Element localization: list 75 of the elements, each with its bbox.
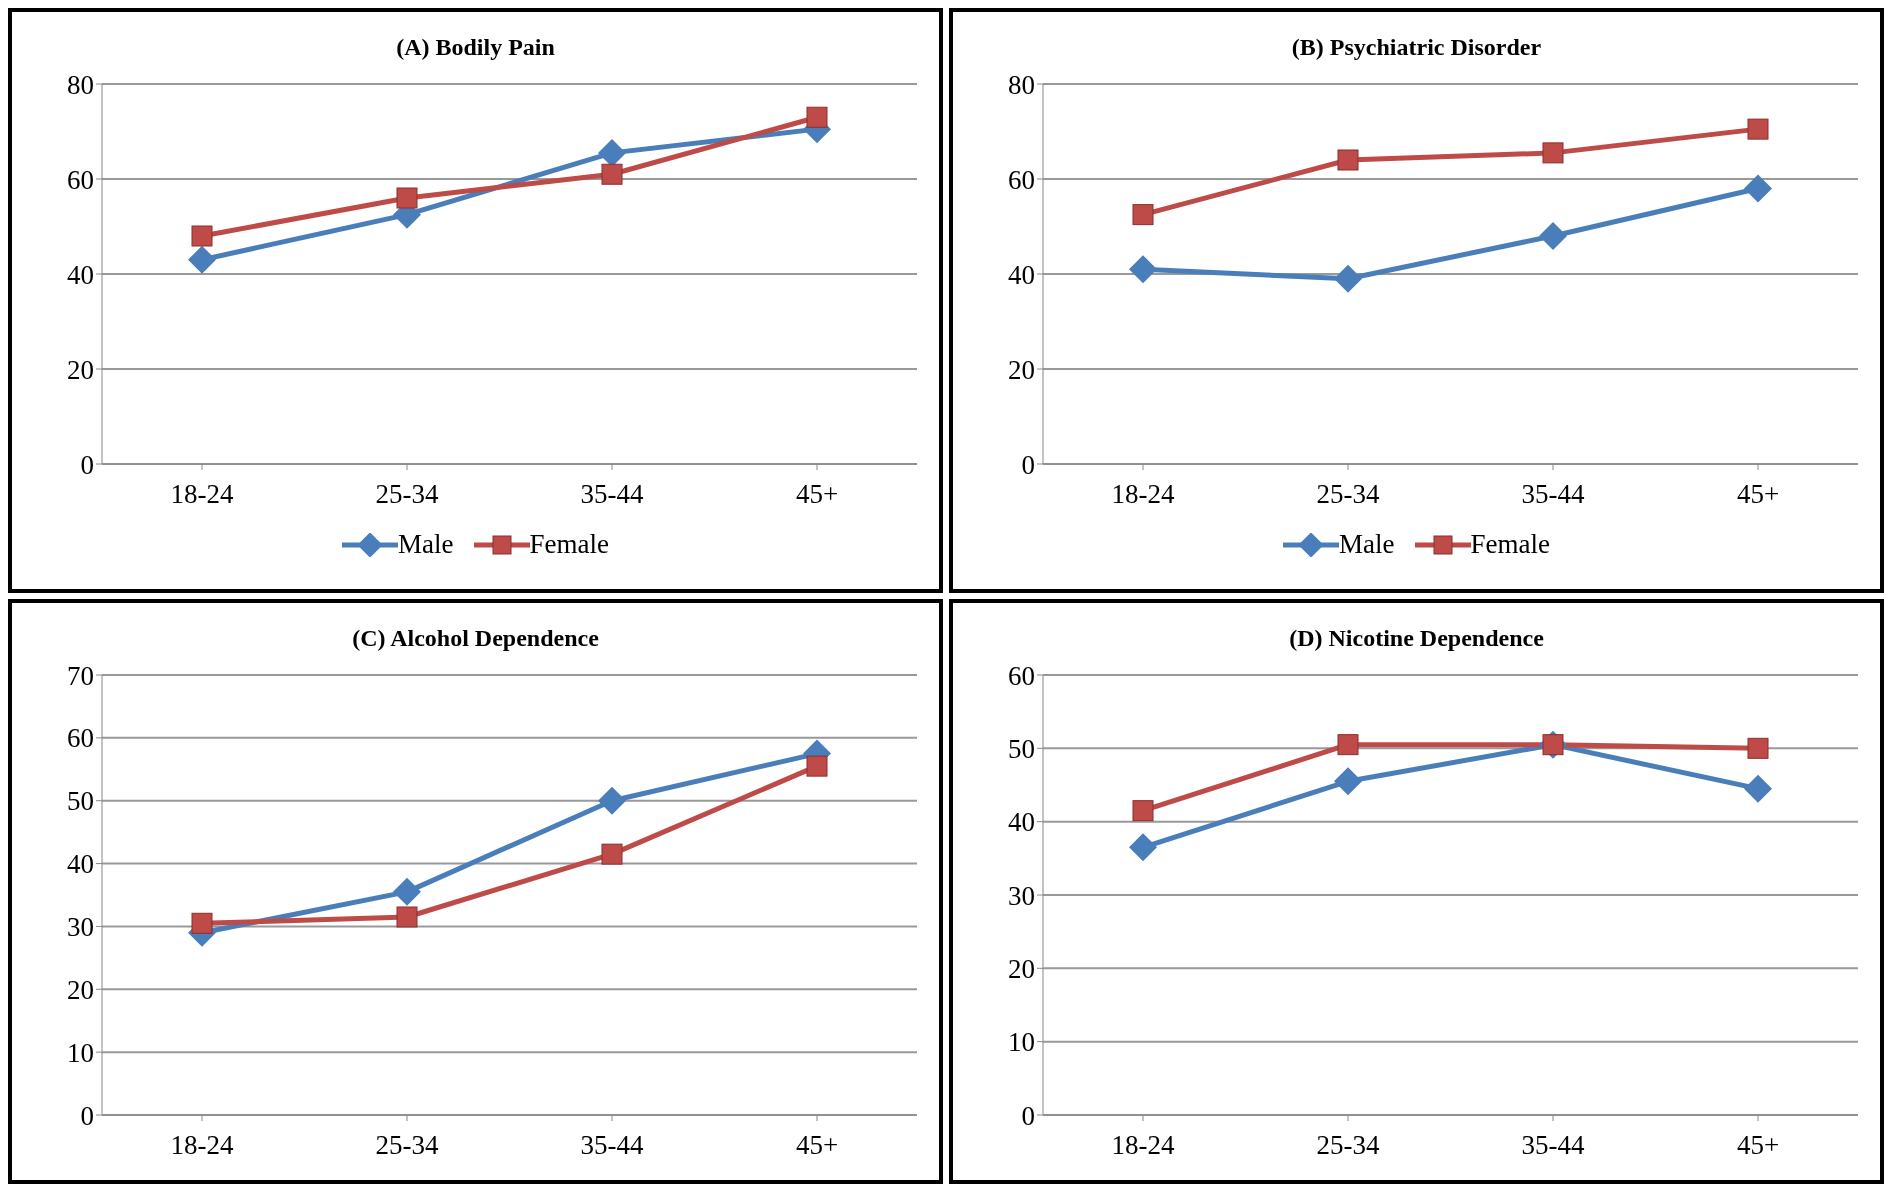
x-tick-label: 35-44	[1521, 479, 1585, 510]
point	[601, 843, 623, 865]
x-tick-label: 35-44	[580, 1130, 644, 1161]
point	[188, 245, 216, 274]
point	[806, 755, 828, 777]
y-tick-label: 50	[67, 786, 94, 817]
point	[1744, 174, 1772, 203]
point	[1129, 833, 1157, 862]
point	[1132, 800, 1154, 822]
x-tick-label: 35-44	[1521, 1130, 1585, 1161]
y-tick-label: 40	[1008, 807, 1035, 838]
y-tick-label: 40	[67, 259, 94, 290]
chart-title: (B) Psychiatric Disorder	[1291, 34, 1542, 60]
point	[1539, 222, 1567, 250]
point	[191, 225, 213, 247]
legend-label: Male	[1339, 529, 1395, 560]
point	[1337, 149, 1359, 171]
x-tick-label: 45+	[795, 1130, 839, 1161]
x-tick-label: 45+	[1736, 1130, 1780, 1161]
y-tick-label: 20	[67, 354, 94, 385]
point	[1337, 734, 1359, 756]
y-tick-label: 0	[80, 449, 94, 480]
point	[396, 187, 418, 209]
y-tick-label: 80	[1008, 69, 1035, 100]
y-tick-label: 10	[67, 1037, 94, 1068]
y-tick-label: 60	[1008, 660, 1035, 691]
point	[393, 877, 421, 906]
x-tick-label: 45+	[795, 479, 839, 510]
chart-title: (C) Alcohol Dependence	[352, 625, 599, 651]
x-tick-label: 18-24	[170, 479, 234, 510]
x-tick-label: 25-34	[1316, 479, 1380, 510]
point	[598, 138, 626, 167]
point	[1542, 142, 1564, 164]
y-tick-label: 0	[80, 1100, 94, 1131]
point	[598, 786, 626, 815]
x-tick-label: 18-24	[1111, 1130, 1175, 1161]
y-tick-label: 0	[1021, 449, 1035, 480]
y-tick-label: 30	[67, 912, 94, 943]
point	[601, 163, 623, 185]
point	[1334, 767, 1362, 796]
y-tick-label: 70	[67, 660, 94, 691]
y-tick-label: 20	[67, 974, 94, 1005]
x-tick-label: 18-24	[170, 1130, 234, 1161]
y-tick-label: 40	[1008, 259, 1035, 290]
legend-label: Male	[398, 529, 454, 560]
x-tick-label: 25-34	[1316, 1130, 1380, 1161]
point	[396, 906, 418, 928]
y-tick-label: 10	[1008, 1027, 1035, 1058]
legend-label: Female	[529, 529, 609, 560]
y-tick-label: 20	[1008, 953, 1035, 984]
legend-label: Female	[1470, 529, 1550, 560]
x-tick-label: 45+	[1736, 479, 1780, 510]
chart-title: (D) Nicotine Dependence	[1289, 625, 1544, 651]
x-tick-label: 35-44	[580, 479, 644, 510]
y-tick-label: 60	[67, 164, 94, 195]
y-tick-label: 40	[67, 849, 94, 880]
point	[191, 912, 213, 934]
point	[1132, 204, 1154, 226]
y-tick-label: 0	[1021, 1100, 1035, 1131]
y-tick-label: 60	[67, 723, 94, 754]
y-tick-label: 30	[1008, 880, 1035, 911]
x-tick-label: 18-24	[1111, 479, 1175, 510]
x-tick-label: 25-34	[375, 1130, 439, 1161]
point	[806, 106, 828, 128]
y-tick-label: 20	[1008, 354, 1035, 385]
point	[1744, 774, 1772, 803]
x-tick-label: 25-34	[375, 479, 439, 510]
point	[1129, 255, 1157, 284]
y-tick-label: 60	[1008, 164, 1035, 195]
y-tick-label: 50	[1008, 733, 1035, 764]
point	[1747, 737, 1769, 759]
chart-title: (A) Bodily Pain	[396, 34, 555, 60]
y-tick-label: 80	[67, 69, 94, 100]
point	[1334, 264, 1362, 293]
point	[1747, 118, 1769, 140]
